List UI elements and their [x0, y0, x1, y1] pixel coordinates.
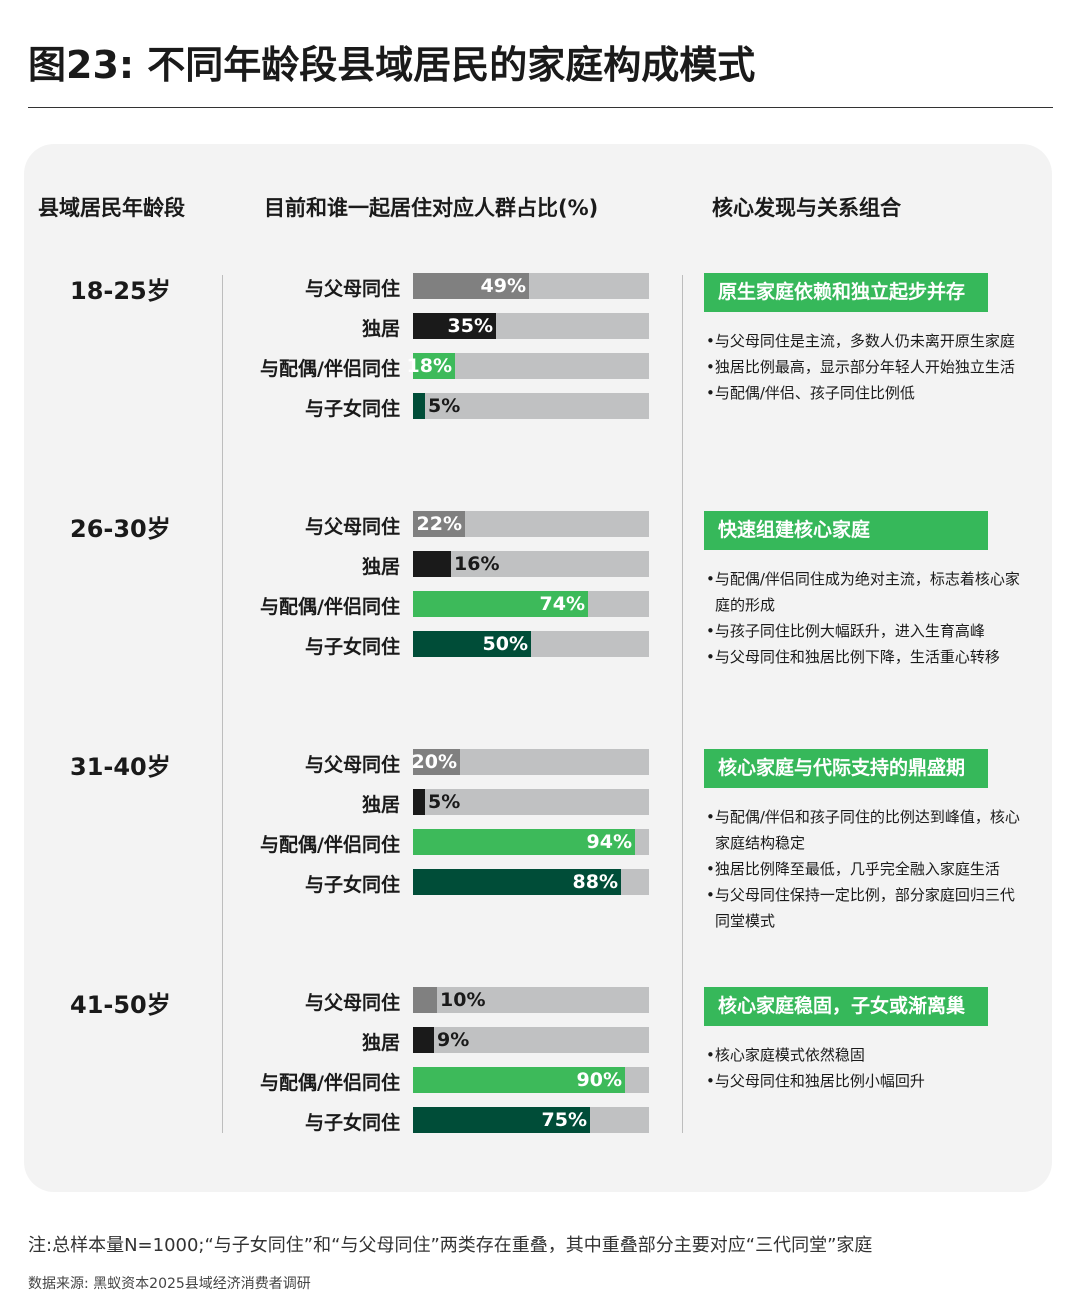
finding-bullets: •与配偶/伴侣同住成为绝对主流，标志着核心家庭的形成 •与孩子同住比例大幅跃升，进…	[706, 566, 1028, 670]
bar-value-label: 10%	[440, 989, 486, 1011]
bar-value-label: 90%	[576, 1069, 622, 1091]
bar	[413, 749, 460, 775]
bar	[413, 551, 451, 577]
age-label: 31-40岁	[70, 753, 171, 781]
finding-title: 核心家庭稳固，子女或渐离巢	[704, 987, 988, 1026]
bar	[413, 393, 425, 419]
row-label: 独居	[361, 1032, 400, 1054]
header-findings: 核心发现与关系组合	[712, 196, 901, 220]
bar-track: 35%	[413, 313, 649, 339]
finding-title: 快速组建核心家庭	[704, 511, 988, 550]
bar	[413, 789, 425, 815]
bar-track: 94%	[413, 829, 649, 855]
row-label: 与子女同住	[304, 636, 400, 658]
finding-bullet: •与配偶/伴侣和孩子同住的比例达到峰值，核心家庭结构稳定	[706, 808, 1020, 852]
bar	[413, 511, 465, 537]
bar	[413, 869, 621, 895]
finding-bullet: •与配偶/伴侣同住成为绝对主流，标志着核心家庭的形成	[706, 570, 1020, 614]
finding-title: 原生家庭依赖和独立起步并存	[704, 273, 988, 312]
divider-left	[222, 275, 223, 1133]
bar-track: 49%	[413, 273, 649, 299]
finding-bullets: •与父母同住是主流，多数人仍未离开原生家庭 •独居比例最高，显示部分年轻人开始独立…	[706, 328, 1028, 406]
title-divider	[28, 107, 1053, 108]
bar-value-label: 49%	[480, 275, 526, 297]
finding-title: 核心家庭与代际支持的鼎盛期	[704, 749, 988, 788]
bar-track: 16%	[413, 551, 649, 577]
bar-track: 74%	[413, 591, 649, 617]
bar-value-label: 88%	[572, 871, 618, 893]
bar-track: 20%	[411, 749, 649, 775]
bar-track: 18%	[407, 353, 649, 379]
finding-bullet: •与配偶/伴侣、孩子同住比例低	[706, 384, 915, 402]
bar-track: 5%	[413, 393, 649, 419]
bar-track: 88%	[413, 869, 649, 895]
bar-value-label: 22%	[416, 513, 462, 535]
row-label: 独居	[361, 318, 400, 340]
finding-bullet: •与父母同住保持一定比例，部分家庭回归三代同堂模式	[706, 886, 1015, 930]
finding-bullet: •与父母同住是主流，多数人仍未离开原生家庭	[706, 332, 1015, 350]
bar-value-label: 94%	[586, 831, 632, 853]
bar-value-label: 5%	[428, 791, 461, 813]
finding-bullet: •与孩子同住比例大幅跃升，进入生育高峰	[706, 622, 985, 640]
bar-track: 75%	[413, 1107, 649, 1133]
finding-bullet: •独居比例最高，显示部分年轻人开始独立生活	[706, 358, 1015, 376]
row-label: 与配偶/伴侣同住	[260, 358, 400, 380]
row-label: 与父母同住	[304, 278, 400, 300]
row-label: 与父母同住	[304, 754, 400, 776]
finding-bullet: •与父母同住和独居比例小幅回升	[706, 1072, 925, 1090]
row-label: 与父母同住	[304, 516, 400, 538]
age-label: 18-25岁	[70, 277, 171, 305]
bar	[413, 829, 635, 855]
bar-value-label: 16%	[454, 553, 500, 575]
row-label: 与子女同住	[304, 398, 400, 420]
bar-value-label: 20%	[411, 751, 457, 773]
bar-track: 90%	[413, 1067, 649, 1093]
bar-value-label: 18%	[406, 355, 452, 377]
row-label: 与父母同住	[304, 992, 400, 1014]
footnote: 注:总样本量N=1000;“与子女同住”和“与父母同住”两类存在重叠，其中重叠部…	[28, 1235, 873, 1256]
row-label: 独居	[361, 556, 400, 578]
bar	[413, 987, 437, 1013]
bar-track: 10%	[413, 987, 649, 1013]
bar	[413, 591, 588, 617]
bar	[413, 1107, 590, 1133]
finding-bullets: •核心家庭模式依然稳固 •与父母同住和独居比例小幅回升	[706, 1042, 1028, 1094]
bar-track: 22%	[413, 511, 649, 537]
row-label: 与子女同住	[304, 874, 400, 896]
bar-value-label: 35%	[447, 315, 493, 337]
page-title: 图23: 不同年龄段县域居民的家庭构成模式	[28, 43, 756, 87]
data-source: 数据来源: 黑蚁资本2025县域经济消费者调研	[28, 1276, 311, 1292]
finding-bullets: •与配偶/伴侣和孩子同住的比例达到峰值，核心家庭结构稳定 •独居比例降至最低，几乎…	[706, 804, 1028, 934]
header-age: 县域居民年龄段	[38, 196, 185, 220]
bar-value-label: 74%	[539, 593, 585, 615]
age-label: 41-50岁	[70, 991, 171, 1019]
bar	[413, 1027, 434, 1053]
row-label: 独居	[361, 794, 400, 816]
bar-value-label: 50%	[482, 633, 528, 655]
finding-bullet: •独居比例降至最低，几乎完全融入家庭生活	[706, 860, 1000, 878]
finding-bullet: •核心家庭模式依然稳固	[706, 1046, 865, 1064]
row-label: 与子女同住	[304, 1112, 400, 1134]
divider-right	[682, 275, 683, 1133]
bar	[413, 631, 531, 657]
finding-bullet: •与父母同住和独居比例下降，生活重心转移	[706, 648, 1000, 666]
bar	[413, 1067, 625, 1093]
bar-value-label: 75%	[541, 1109, 587, 1131]
header-share: 目前和谁一起居住对应人群占比(%)	[264, 196, 599, 220]
bar	[413, 273, 529, 299]
bar-value-label: 5%	[428, 395, 461, 417]
row-label: 与配偶/伴侣同住	[260, 1072, 400, 1094]
bar	[413, 353, 455, 379]
bar	[413, 313, 496, 339]
age-label: 26-30岁	[70, 515, 171, 543]
bar-track: 9%	[413, 1027, 649, 1053]
row-label: 与配偶/伴侣同住	[260, 596, 400, 618]
bar-track: 5%	[413, 789, 649, 815]
bar-track: 50%	[413, 631, 649, 657]
row-label: 与配偶/伴侣同住	[260, 834, 400, 856]
bar-value-label: 9%	[437, 1029, 470, 1051]
